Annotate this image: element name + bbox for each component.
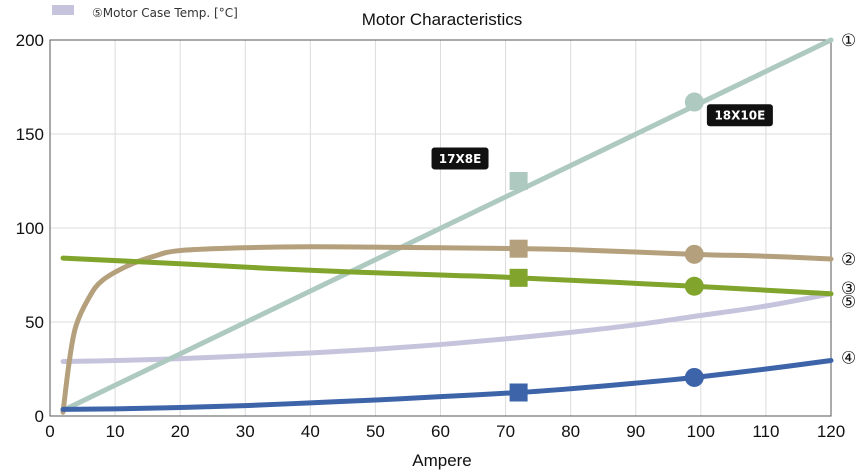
marker-circle-3 <box>684 276 704 296</box>
series-labels: ① ② ③⑤ ④ <box>841 31 856 369</box>
chart-title: Motor Characteristics <box>362 10 523 29</box>
annotation-tag: 17X8E <box>431 147 489 170</box>
y-tick-label: 0 <box>35 407 44 426</box>
x-tick-label: 10 <box>106 422 125 441</box>
annotation-box <box>431 147 489 170</box>
legend-swatch <box>52 5 74 15</box>
series-line-3 <box>60 255 834 297</box>
series-line-1 <box>60 37 834 413</box>
marker-circle-2 <box>684 244 704 264</box>
x-tick-label: 90 <box>626 422 645 441</box>
legend-label: ⑤Motor Case Temp. [°C] <box>92 6 238 20</box>
x-tick-label: 0 <box>45 422 54 441</box>
x-tick-label: 100 <box>687 422 715 441</box>
marker-square-2 <box>509 239 528 258</box>
legend: ⑤Motor Case Temp. [°C] <box>52 5 238 20</box>
x-tick-label: 70 <box>496 422 515 441</box>
series-label-5: ⑤ <box>841 292 856 312</box>
marker-circle-1 <box>684 92 704 112</box>
annotation-box <box>706 104 773 127</box>
series-label-3: ③ <box>841 279 856 299</box>
x-tick-label: 60 <box>431 422 450 441</box>
x-axis-label: Ampere <box>412 451 472 470</box>
annotation-text: 18X10E <box>714 109 765 123</box>
y-tick-label: 150 <box>16 125 44 144</box>
series-line-2 <box>60 244 834 415</box>
y-tick-label: 200 <box>16 31 44 50</box>
series-label-1: ① <box>841 31 856 51</box>
x-tick-label: 30 <box>236 422 255 441</box>
marker-group <box>509 92 704 402</box>
marker-square-1 <box>509 172 528 190</box>
y-tick-label: 100 <box>16 219 44 238</box>
x-tick-label: 20 <box>171 422 190 441</box>
x-tick-label: 120 <box>817 422 845 441</box>
x-tick-label: 80 <box>561 422 580 441</box>
x-tick-label: 110 <box>752 422 779 441</box>
series-line-5 <box>60 291 834 364</box>
series-label-2: ② <box>841 250 856 270</box>
annotation-text: 17X8E <box>439 152 482 166</box>
y-tick-label: 50 <box>25 313 44 332</box>
x-tick-label: 40 <box>301 422 320 441</box>
series-group <box>60 37 834 415</box>
series-label-4: ④ <box>841 349 856 369</box>
plot-frame <box>49 39 832 417</box>
annotation-group: 17X8E 18X10E <box>431 104 773 170</box>
marker-circle-4 <box>684 367 704 387</box>
annotation-tag: 18X10E <box>706 104 773 127</box>
x-tick-label: 50 <box>366 422 385 441</box>
marker-square-4 <box>509 383 528 402</box>
marker-square-3 <box>509 268 528 287</box>
axes: 0 10 20 30 40 50 60 70 80 90 100 110 120 0 50 100 150 200 <box>16 31 846 441</box>
series-line-4 <box>60 358 834 412</box>
